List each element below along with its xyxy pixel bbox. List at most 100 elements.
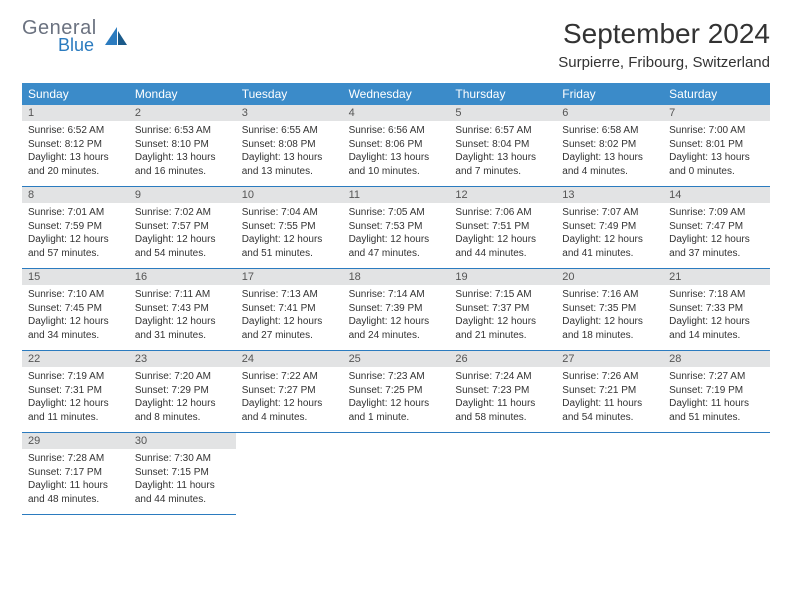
day-number: 28 <box>663 351 770 367</box>
sunset-line: Sunset: 7:45 PM <box>28 302 123 316</box>
sunset-line: Sunset: 7:43 PM <box>135 302 230 316</box>
cell-body: Sunrise: 7:10 AMSunset: 7:45 PMDaylight:… <box>22 285 129 348</box>
title-block: September 2024 Surpierre, Fribourg, Swit… <box>558 18 770 71</box>
day-number: 14 <box>663 187 770 203</box>
daylight-line: Daylight: 11 hours and 58 minutes. <box>455 397 550 424</box>
daylight-line: Daylight: 12 hours and 57 minutes. <box>28 233 123 260</box>
cell-body: Sunrise: 6:57 AMSunset: 8:04 PMDaylight:… <box>449 121 556 184</box>
sunset-line: Sunset: 7:21 PM <box>562 384 657 398</box>
cell-body: Sunrise: 7:14 AMSunset: 7:39 PMDaylight:… <box>343 285 450 348</box>
day-number: 24 <box>236 351 343 367</box>
sunset-line: Sunset: 8:06 PM <box>349 138 444 152</box>
daylight-line: Daylight: 11 hours and 48 minutes. <box>28 479 123 506</box>
calendar-cell: 27Sunrise: 7:26 AMSunset: 7:21 PMDayligh… <box>556 351 663 433</box>
calendar-cell: 6 Sunrise: 6:58 AMSunset: 8:02 PMDaylight… <box>556 105 663 187</box>
sunrise-line: Sunrise: 6:57 AM <box>455 124 550 138</box>
daylight-line: Daylight: 13 hours and 0 minutes. <box>669 151 764 178</box>
daylight-line: Daylight: 13 hours and 13 minutes. <box>242 151 337 178</box>
cell-body: Sunrise: 6:53 AMSunset: 8:10 PMDaylight:… <box>129 121 236 184</box>
daylight-line: Daylight: 12 hours and 11 minutes. <box>28 397 123 424</box>
daylight-line: Daylight: 12 hours and 21 minutes. <box>455 315 550 342</box>
daylight-line: Daylight: 12 hours and 47 minutes. <box>349 233 444 260</box>
calendar-grid: SundayMondayTuesdayWednesdayThursdayFrid… <box>22 83 770 515</box>
day-number: 3 <box>236 105 343 121</box>
weekday-header: Friday <box>556 83 663 105</box>
calendar-cell-empty <box>449 433 556 515</box>
sunrise-line: Sunrise: 7:10 AM <box>28 288 123 302</box>
location: Surpierre, Fribourg, Switzerland <box>558 54 770 71</box>
calendar-cell: 25Sunrise: 7:23 AMSunset: 7:25 PMDayligh… <box>343 351 450 433</box>
daylight-line: Daylight: 12 hours and 4 minutes. <box>242 397 337 424</box>
calendar-cell: 18Sunrise: 7:14 AMSunset: 7:39 PMDayligh… <box>343 269 450 351</box>
sunrise-line: Sunrise: 7:09 AM <box>669 206 764 220</box>
daylight-line: Daylight: 12 hours and 31 minutes. <box>135 315 230 342</box>
sunrise-line: Sunrise: 7:23 AM <box>349 370 444 384</box>
sunrise-line: Sunrise: 7:11 AM <box>135 288 230 302</box>
calendar-cell: 23Sunrise: 7:20 AMSunset: 7:29 PMDayligh… <box>129 351 236 433</box>
day-number: 1 <box>22 105 129 121</box>
calendar-cell: 4Sunrise: 6:56 AMSunset: 8:06 PMDaylight… <box>343 105 450 187</box>
daylight-line: Daylight: 11 hours and 54 minutes. <box>562 397 657 424</box>
calendar-cell: 26Sunrise: 7:24 AMSunset: 7:23 PMDayligh… <box>449 351 556 433</box>
weekday-header: Saturday <box>663 83 770 105</box>
sunset-line: Sunset: 8:12 PM <box>28 138 123 152</box>
day-number: 6 <box>556 105 663 121</box>
calendar-cell: 7Sunrise: 7:00 AMSunset: 8:01 PMDaylight… <box>663 105 770 187</box>
daylight-line: Daylight: 12 hours and 27 minutes. <box>242 315 337 342</box>
sunset-line: Sunset: 7:31 PM <box>28 384 123 398</box>
daylight-line: Daylight: 12 hours and 1 minute. <box>349 397 444 424</box>
weekday-header: Thursday <box>449 83 556 105</box>
cell-body: Sunrise: 7:07 AMSunset: 7:49 PMDaylight:… <box>556 203 663 266</box>
sunset-line: Sunset: 7:55 PM <box>242 220 337 234</box>
day-number: 23 <box>129 351 236 367</box>
sunset-line: Sunset: 7:47 PM <box>669 220 764 234</box>
day-number: 26 <box>449 351 556 367</box>
day-number: 12 <box>449 187 556 203</box>
cell-body: Sunrise: 7:26 AMSunset: 7:21 PMDaylight:… <box>556 367 663 430</box>
daylight-line: Daylight: 13 hours and 4 minutes. <box>562 151 657 178</box>
calendar-cell: 29Sunrise: 7:28 AMSunset: 7:17 PMDayligh… <box>22 433 129 515</box>
cell-body: Sunrise: 7:24 AMSunset: 7:23 PMDaylight:… <box>449 367 556 430</box>
daylight-line: Daylight: 12 hours and 8 minutes. <box>135 397 230 424</box>
calendar-cell: 21Sunrise: 7:18 AMSunset: 7:33 PMDayligh… <box>663 269 770 351</box>
sunrise-line: Sunrise: 6:58 AM <box>562 124 657 138</box>
day-number: 17 <box>236 269 343 285</box>
calendar-cell: 12Sunrise: 7:06 AMSunset: 7:51 PMDayligh… <box>449 187 556 269</box>
sunrise-line: Sunrise: 7:20 AM <box>135 370 230 384</box>
day-number: 10 <box>236 187 343 203</box>
sunrise-line: Sunrise: 7:06 AM <box>455 206 550 220</box>
sunset-line: Sunset: 7:41 PM <box>242 302 337 316</box>
sunrise-line: Sunrise: 6:53 AM <box>135 124 230 138</box>
calendar-cell: 24Sunrise: 7:22 AMSunset: 7:27 PMDayligh… <box>236 351 343 433</box>
daylight-line: Daylight: 11 hours and 44 minutes. <box>135 479 230 506</box>
calendar-cell: 8Sunrise: 7:01 AMSunset: 7:59 PMDaylight… <box>22 187 129 269</box>
cell-body: Sunrise: 7:00 AMSunset: 8:01 PMDaylight:… <box>663 121 770 184</box>
sunrise-line: Sunrise: 7:18 AM <box>669 288 764 302</box>
day-number: 9 <box>129 187 236 203</box>
calendar-cell: 16Sunrise: 7:11 AMSunset: 7:43 PMDayligh… <box>129 269 236 351</box>
sunset-line: Sunset: 8:08 PM <box>242 138 337 152</box>
day-number: 22 <box>22 351 129 367</box>
sunrise-line: Sunrise: 7:15 AM <box>455 288 550 302</box>
sunrise-line: Sunrise: 6:52 AM <box>28 124 123 138</box>
day-number: 8 <box>22 187 129 203</box>
day-number: 4 <box>343 105 450 121</box>
sunrise-line: Sunrise: 7:01 AM <box>28 206 123 220</box>
cell-body: Sunrise: 7:19 AMSunset: 7:31 PMDaylight:… <box>22 367 129 430</box>
sunrise-line: Sunrise: 7:24 AM <box>455 370 550 384</box>
day-number: 25 <box>343 351 450 367</box>
sunset-line: Sunset: 8:02 PM <box>562 138 657 152</box>
cell-body: Sunrise: 7:05 AMSunset: 7:53 PMDaylight:… <box>343 203 450 266</box>
cell-body: Sunrise: 7:27 AMSunset: 7:19 PMDaylight:… <box>663 367 770 430</box>
calendar-cell: 19Sunrise: 7:15 AMSunset: 7:37 PMDayligh… <box>449 269 556 351</box>
sunrise-line: Sunrise: 7:22 AM <box>242 370 337 384</box>
calendar-cell: 28Sunrise: 7:27 AMSunset: 7:19 PMDayligh… <box>663 351 770 433</box>
daylight-line: Daylight: 12 hours and 34 minutes. <box>28 315 123 342</box>
sunrise-line: Sunrise: 7:27 AM <box>669 370 764 384</box>
sunrise-line: Sunrise: 7:07 AM <box>562 206 657 220</box>
day-number: 20 <box>556 269 663 285</box>
daylight-line: Daylight: 12 hours and 24 minutes. <box>349 315 444 342</box>
weekday-header: Sunday <box>22 83 129 105</box>
calendar-cell-empty <box>343 433 450 515</box>
calendar-cell: 10Sunrise: 7:04 AMSunset: 7:55 PMDayligh… <box>236 187 343 269</box>
